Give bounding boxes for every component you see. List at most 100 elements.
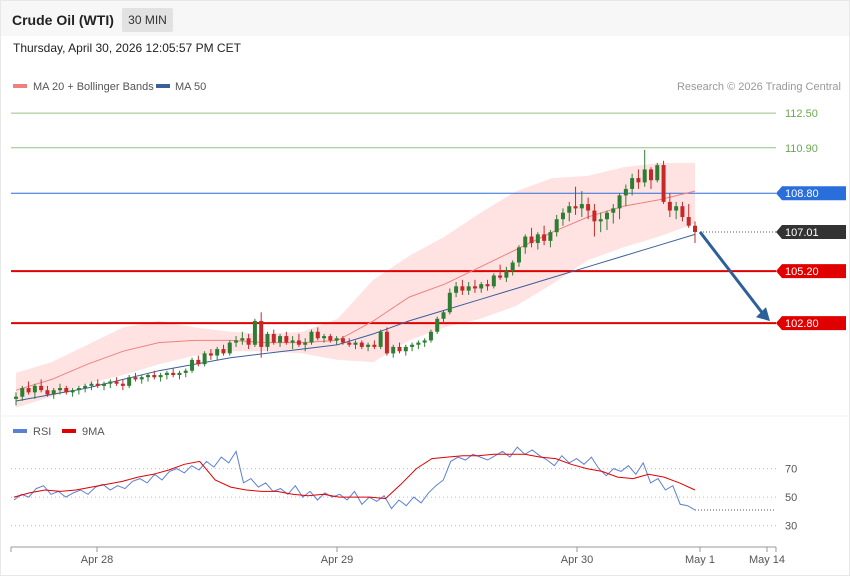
candle xyxy=(328,336,333,341)
candle xyxy=(642,169,647,183)
candle xyxy=(491,275,496,287)
candle xyxy=(592,210,597,222)
rsi-ma-line xyxy=(13,453,696,500)
candle xyxy=(26,388,31,393)
candle xyxy=(680,206,685,218)
candle xyxy=(542,234,547,241)
candle xyxy=(636,178,641,183)
header-bar: Crude Oil (WTI) 30 MIN xyxy=(1,1,849,36)
candle xyxy=(466,286,471,291)
x-tick-label: Apr 29 xyxy=(321,554,353,566)
candle xyxy=(95,383,100,386)
candle xyxy=(58,388,63,391)
instrument-title: Crude Oil (WTI) xyxy=(12,12,114,28)
candle xyxy=(76,388,81,391)
candle xyxy=(227,342,232,354)
candle xyxy=(340,338,345,343)
x-tick-label: Apr 30 xyxy=(561,554,593,566)
candle xyxy=(504,271,509,278)
candle xyxy=(384,331,389,354)
candle xyxy=(290,340,295,343)
candle xyxy=(152,375,157,378)
forecast-arrow-head xyxy=(756,307,770,322)
candle xyxy=(20,388,25,397)
candle xyxy=(403,346,408,352)
legend-ma50: MA 50 xyxy=(175,81,206,93)
ma50-legend-swatch xyxy=(156,84,170,88)
candle xyxy=(428,331,433,341)
candle xyxy=(108,381,113,384)
candle xyxy=(265,333,270,347)
candle xyxy=(422,340,427,343)
candle xyxy=(378,331,383,347)
candle xyxy=(655,165,660,181)
candle xyxy=(146,375,151,378)
candle xyxy=(183,370,188,373)
level-label: 107.01 xyxy=(785,227,819,239)
candle xyxy=(347,342,352,345)
candle xyxy=(64,388,69,393)
candle xyxy=(586,204,591,211)
candle xyxy=(498,275,503,278)
candle xyxy=(114,381,119,384)
level-label: 108.80 xyxy=(785,188,819,200)
candle xyxy=(284,336,289,343)
legend-ma20-bb: MA 20 + Bollinger Bands xyxy=(33,81,154,93)
candle xyxy=(554,219,559,233)
candle xyxy=(139,377,144,380)
candle xyxy=(246,338,251,345)
candle xyxy=(208,353,213,356)
candle xyxy=(460,286,465,291)
candle xyxy=(366,344,371,347)
candle xyxy=(447,292,452,313)
candle xyxy=(397,346,402,352)
datetime-label: Thursday, April 30, 2026 12:05:57 PM CET xyxy=(13,41,241,55)
candle xyxy=(334,338,339,341)
candle xyxy=(45,390,50,395)
candle xyxy=(516,247,521,263)
candle xyxy=(70,390,75,393)
candle xyxy=(89,383,94,386)
level-label: 110.90 xyxy=(785,143,818,155)
ma20-line xyxy=(15,190,696,391)
level-tag-pivot xyxy=(776,186,846,201)
candle xyxy=(127,377,132,386)
bollinger-band-area xyxy=(16,162,695,408)
rsi-line xyxy=(13,446,696,511)
candle xyxy=(410,344,415,347)
candle xyxy=(567,206,572,213)
candle xyxy=(202,353,207,365)
rsi-legend-swatch xyxy=(13,429,27,433)
ma20-legend-swatch xyxy=(13,84,27,88)
credit-label: Research © 2026 Trading Central xyxy=(677,81,841,93)
candle xyxy=(611,208,616,213)
candle xyxy=(573,206,578,209)
rsi-tick-label: 70 xyxy=(785,464,797,476)
candle xyxy=(190,359,195,371)
legend-rsi-ma: 9MA xyxy=(82,426,105,438)
candle xyxy=(296,340,301,345)
level-tag-support xyxy=(776,316,846,331)
candle xyxy=(604,212,609,220)
candle xyxy=(479,284,484,289)
candle xyxy=(623,188,628,196)
candle xyxy=(322,336,327,339)
candle xyxy=(309,331,314,343)
candle xyxy=(560,212,565,220)
timeframe-badge[interactable]: 30 MIN xyxy=(122,8,173,32)
candle xyxy=(177,372,182,376)
candle xyxy=(303,342,308,345)
legend-rsi: RSI xyxy=(33,426,51,438)
candle xyxy=(39,385,44,391)
candle xyxy=(674,206,679,211)
candle xyxy=(579,204,584,209)
x-tick-label: May 14 xyxy=(749,554,785,566)
candle xyxy=(215,349,220,356)
candle xyxy=(529,236,534,244)
candle xyxy=(51,390,56,395)
level-label: 112.50 xyxy=(785,108,818,120)
candle xyxy=(667,201,672,211)
candle xyxy=(661,165,666,202)
candle xyxy=(630,178,635,189)
